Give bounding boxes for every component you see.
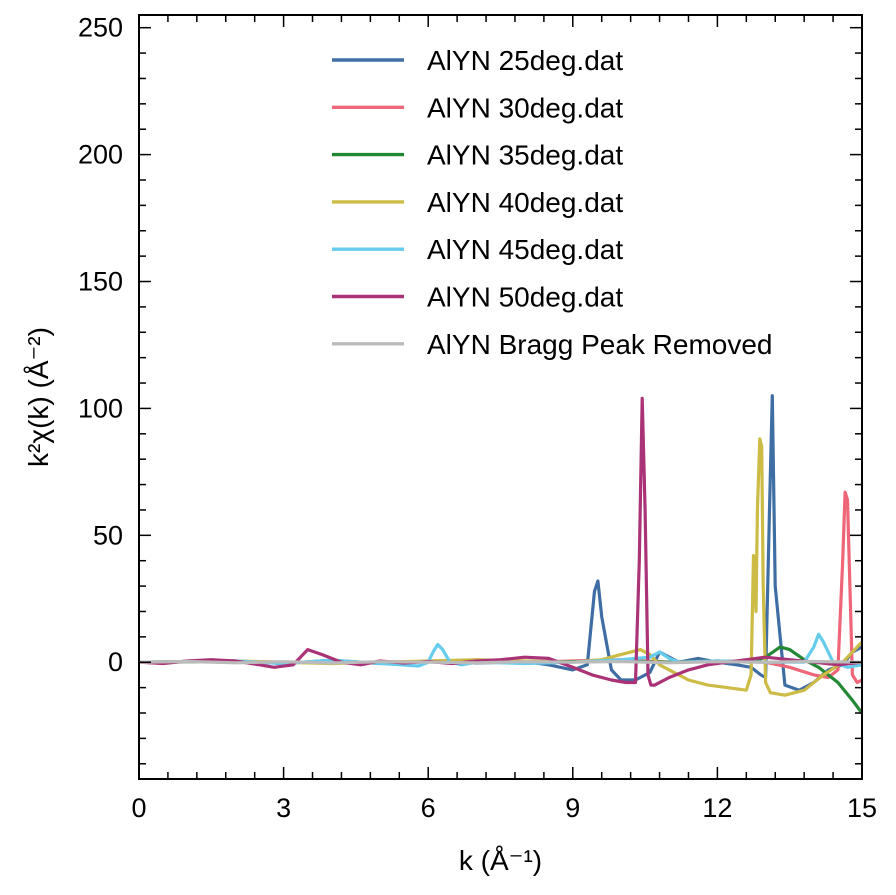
series-line-6 bbox=[139, 396, 862, 687]
x-tick-label: 6 bbox=[421, 793, 436, 823]
series-line-7 bbox=[139, 659, 862, 665]
legend-label: AlYN 45deg.dat bbox=[427, 234, 623, 265]
legend-label: AlYN 35deg.dat bbox=[427, 140, 623, 171]
y-tick-label: 150 bbox=[78, 267, 123, 297]
y-tick-label: 200 bbox=[78, 140, 123, 170]
legend: AlYN 25deg.dat AlYN 30deg.dat AlYN 35deg.d… bbox=[332, 45, 773, 360]
y-tick-label: 100 bbox=[78, 393, 123, 423]
x-tick-label: 0 bbox=[131, 793, 146, 823]
x-axis-label: k (Å⁻¹) bbox=[459, 845, 542, 876]
y-tick-label: 0 bbox=[108, 647, 123, 677]
axis-ticks bbox=[138, 15, 863, 779]
series-line-1 bbox=[139, 394, 862, 692]
x-tick-label: 15 bbox=[847, 793, 877, 823]
legend-label: AlYN Bragg Peak Removed bbox=[427, 329, 773, 360]
legend-label: AlYN 25deg.dat bbox=[427, 45, 623, 76]
x-tick-label: 9 bbox=[565, 793, 580, 823]
plot-frame bbox=[138, 14, 863, 780]
x-tick-label: 12 bbox=[702, 793, 732, 823]
legend-label: AlYN 40deg.dat bbox=[427, 187, 623, 218]
plot-lines bbox=[139, 394, 862, 714]
series-line-3 bbox=[139, 645, 862, 714]
y-axis-label: k²χ(k) (Å⁻²) bbox=[23, 327, 54, 467]
legend-label: AlYN 30deg.dat bbox=[427, 92, 623, 123]
y-tick-label: 50 bbox=[93, 520, 123, 550]
x-tick-label: 3 bbox=[276, 793, 291, 823]
series-line-4 bbox=[139, 437, 862, 697]
y-tick-label: 250 bbox=[78, 13, 123, 43]
legend-label: AlYN 50deg.dat bbox=[427, 282, 623, 313]
